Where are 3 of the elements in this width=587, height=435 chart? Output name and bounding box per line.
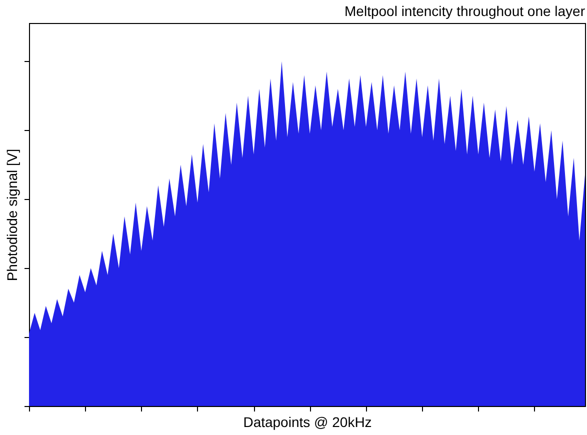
x-axis-title: Datapoints @ 20kHz <box>243 414 372 430</box>
chart-title: Meltpool intencity throughout one layer <box>344 3 586 19</box>
y-axis-title: Photodiode signal [V] <box>4 148 20 282</box>
